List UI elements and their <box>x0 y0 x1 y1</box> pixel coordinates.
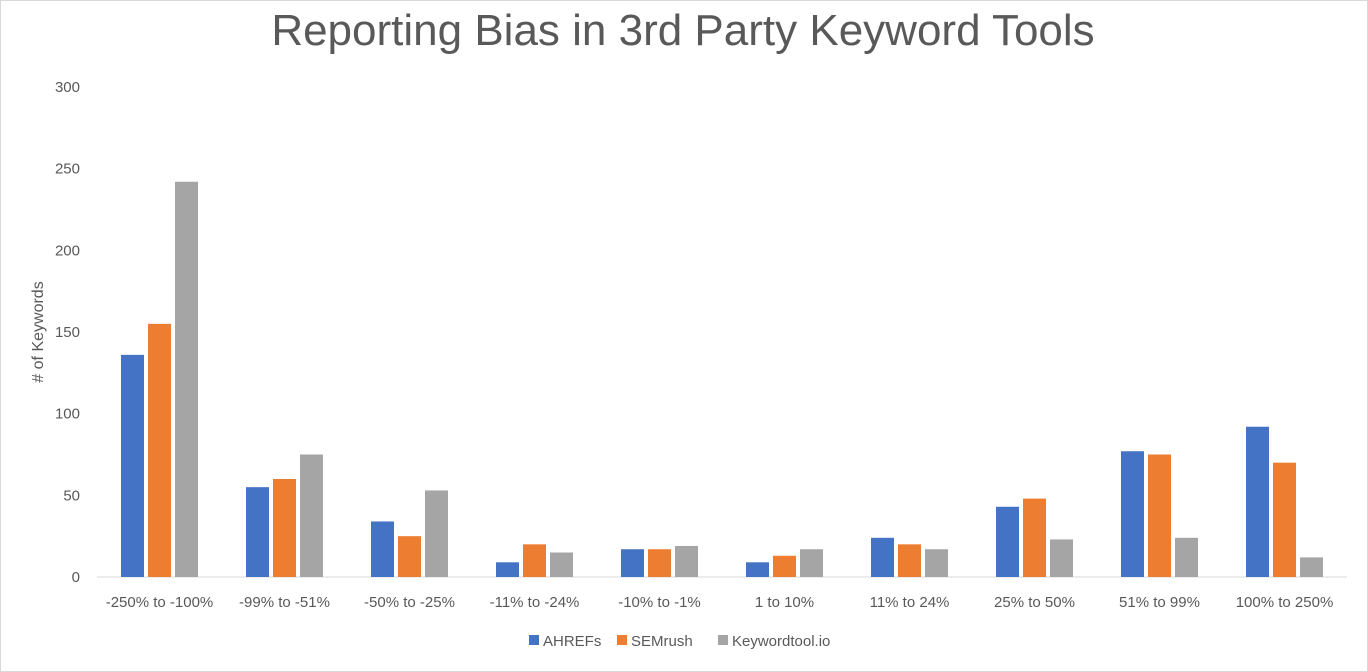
x-tick-label: -11% to -24% <box>490 594 580 611</box>
bar <box>1273 462 1296 577</box>
y-tick-label: 150 <box>55 324 80 341</box>
x-tick-label: -10% to -1% <box>618 594 701 611</box>
bar <box>121 354 144 577</box>
x-tick-label: 11% to 24% <box>870 594 950 611</box>
bar <box>1121 451 1144 577</box>
y-tick-label: 300 <box>55 79 80 96</box>
bar <box>898 544 921 577</box>
bar <box>773 555 796 577</box>
legend-label: AHREFs <box>543 633 601 650</box>
bar <box>925 549 948 577</box>
bar <box>800 549 823 577</box>
x-tick-label: 51% to 99% <box>1119 594 1200 611</box>
y-tick-label: 250 <box>55 161 80 178</box>
x-tick-label: 1 to 10% <box>755 594 814 611</box>
x-tick-label: -99% to -51% <box>239 594 330 611</box>
bar <box>523 544 546 577</box>
chart-title: Reporting Bias in 3rd Party Keyword Tool… <box>271 6 1095 55</box>
x-tick-label: -50% to -25% <box>364 594 455 611</box>
bar <box>1023 498 1046 577</box>
y-tick-label: 100 <box>55 406 80 423</box>
legend-swatch <box>718 635 728 645</box>
bar <box>1300 557 1323 577</box>
bar <box>398 536 421 577</box>
bar <box>675 545 698 577</box>
y-tick-label: 0 <box>72 569 80 586</box>
legend-swatch <box>617 635 627 645</box>
bar <box>1175 537 1198 577</box>
bar <box>300 454 323 577</box>
y-axis-label: # of Keywords <box>30 281 47 382</box>
y-tick-label: 50 <box>63 487 80 504</box>
bar <box>496 562 519 577</box>
bar <box>1246 426 1269 577</box>
bar <box>1050 539 1073 577</box>
bar <box>246 487 269 577</box>
legend-swatch <box>529 635 539 645</box>
y-tick-label: 200 <box>55 242 80 259</box>
bar <box>425 490 448 577</box>
bar <box>175 181 198 577</box>
bar <box>1148 454 1171 577</box>
bar <box>550 552 573 577</box>
bar <box>148 323 171 577</box>
bar <box>871 537 894 577</box>
legend-label: SEMrush <box>631 633 693 650</box>
bar <box>273 479 296 577</box>
bar <box>996 506 1019 577</box>
x-tick-label: 100% to 250% <box>1236 594 1334 611</box>
bar <box>621 549 644 577</box>
x-tick-label: -250% to -100% <box>106 594 214 611</box>
legend-label: Keywordtool.io <box>732 633 830 650</box>
bar <box>746 562 769 577</box>
bar <box>371 521 394 577</box>
x-tick-label: 25% to 50% <box>994 594 1075 611</box>
bar <box>648 549 671 577</box>
